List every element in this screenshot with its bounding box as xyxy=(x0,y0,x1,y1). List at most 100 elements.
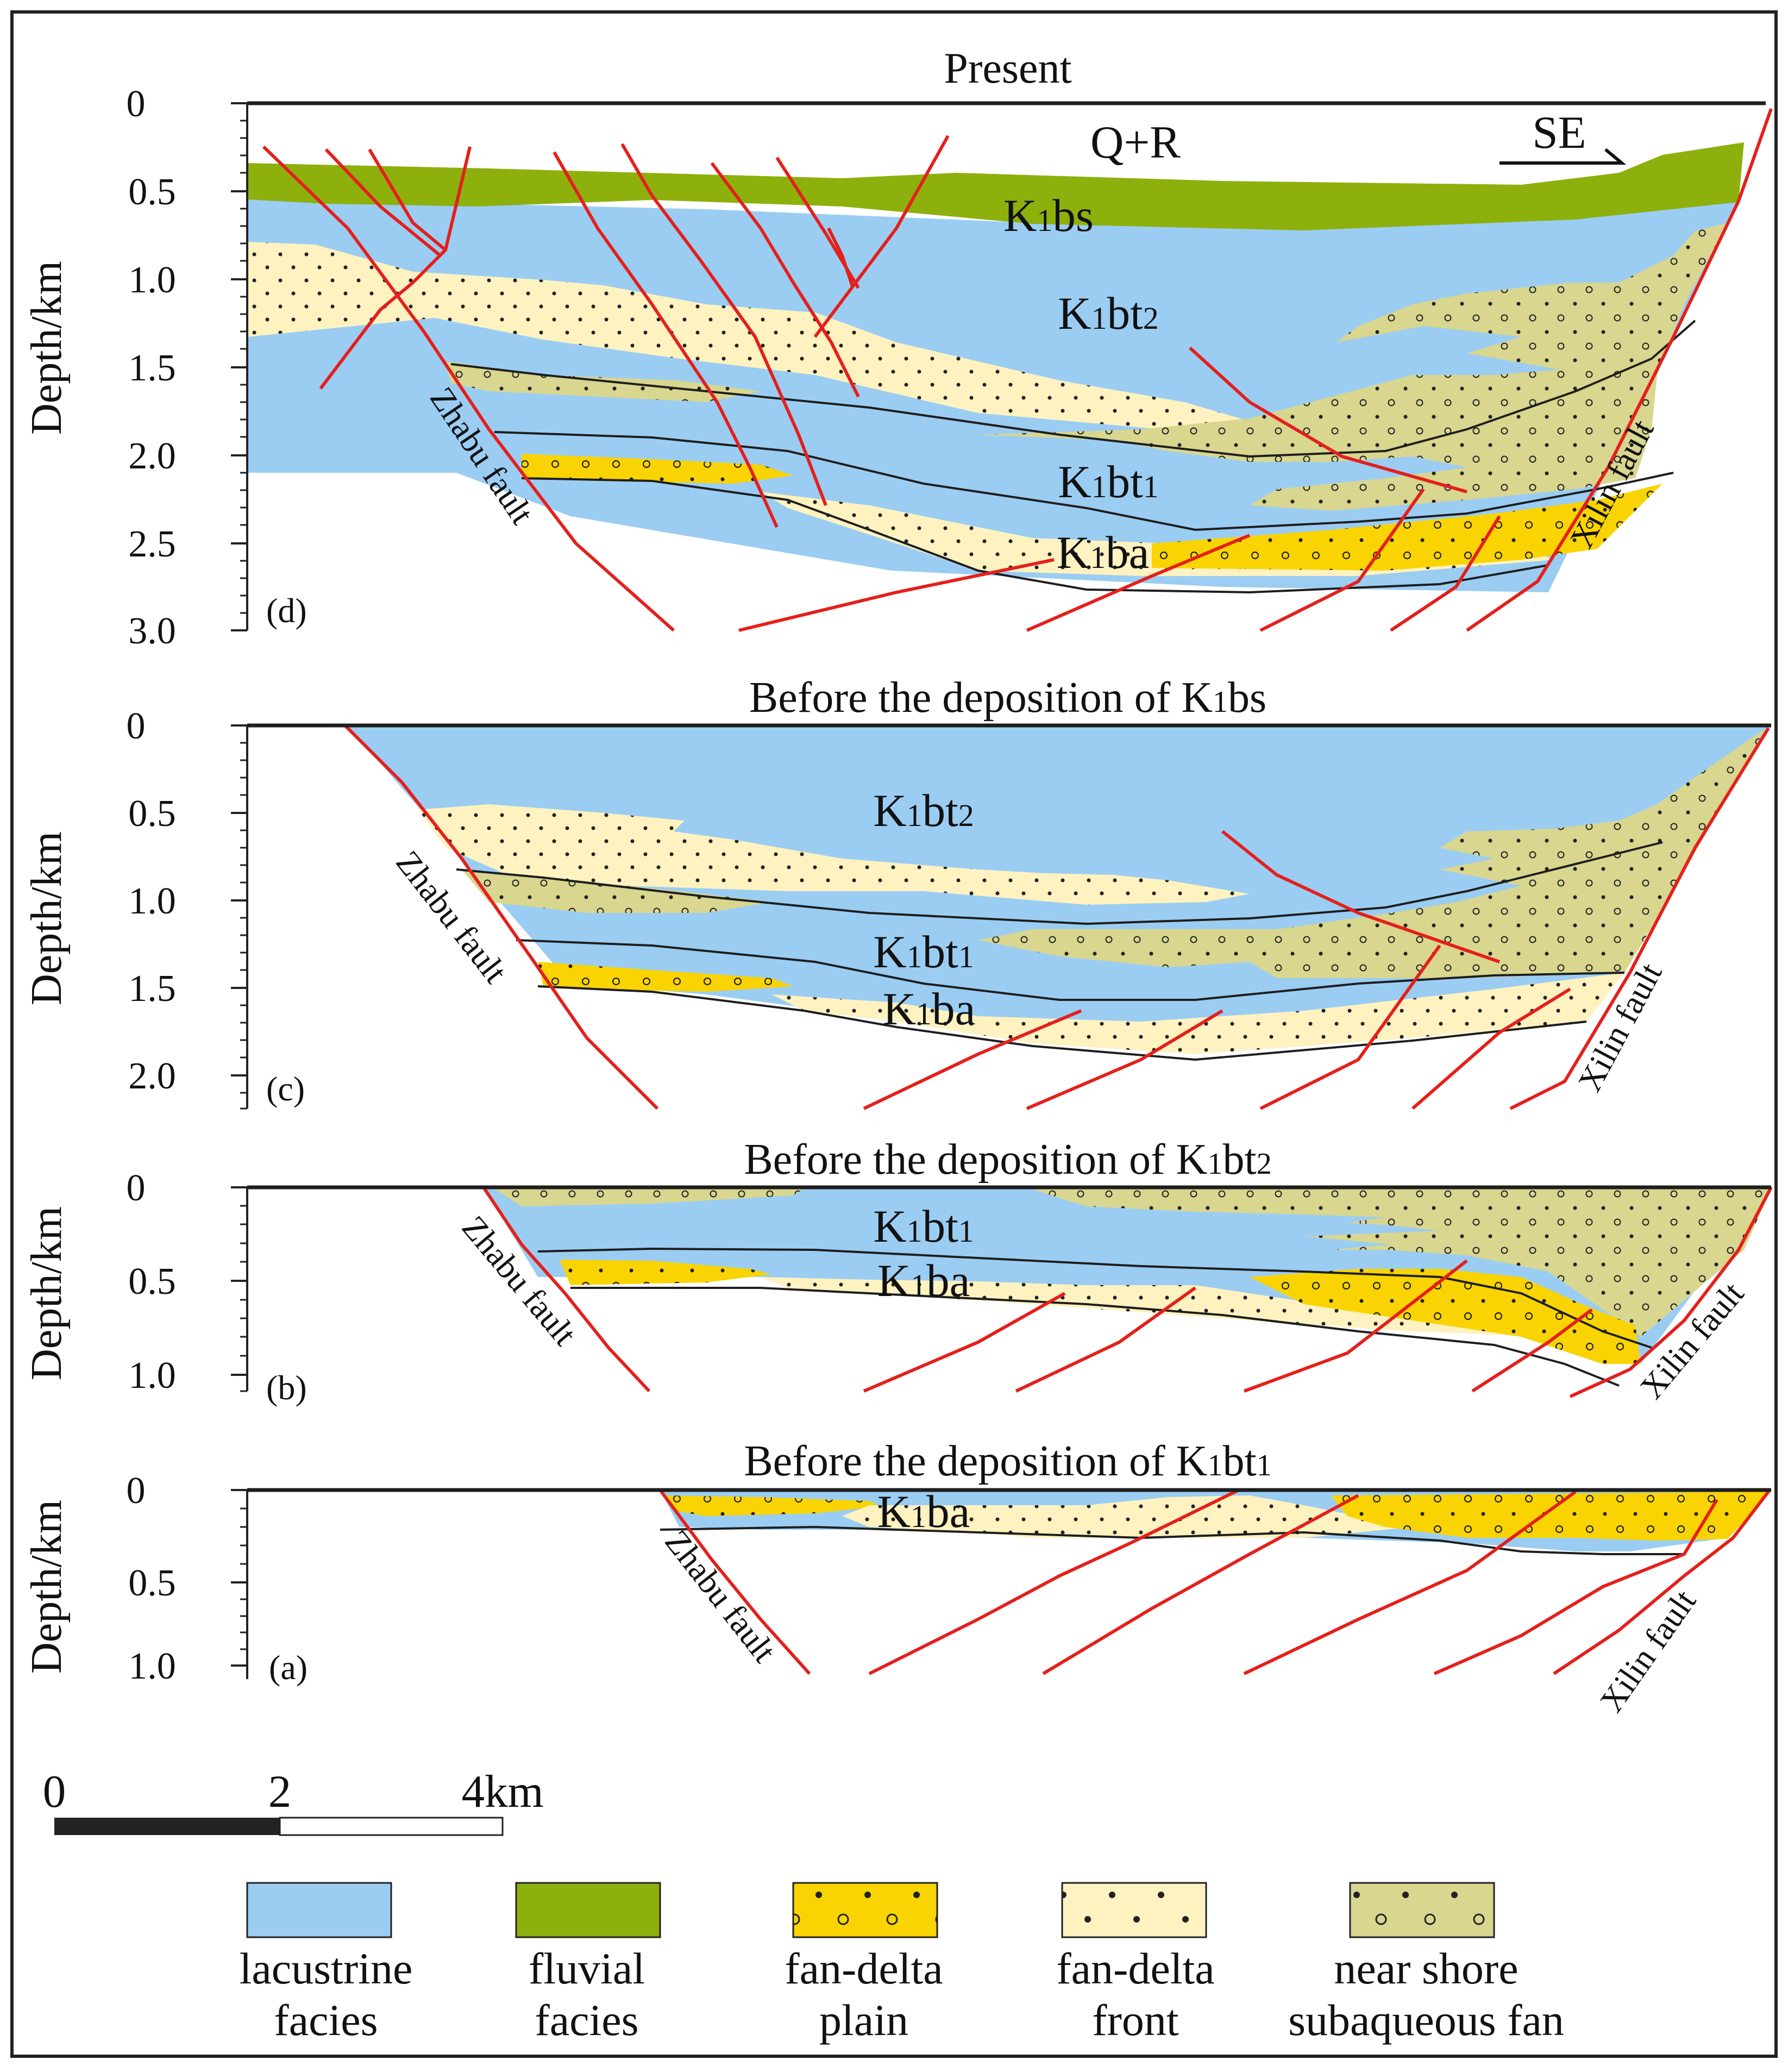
fault-line xyxy=(324,148,441,257)
k1ba-top-boundary xyxy=(516,939,1625,1001)
xilin-fault-line xyxy=(1553,1491,1770,1675)
depth-axis-label: Depth/km xyxy=(23,261,71,435)
fault-line xyxy=(710,162,860,398)
xilin-fault-line xyxy=(1509,727,1770,1110)
fault-line xyxy=(1390,515,1501,632)
legend-label: near shore xyxy=(1334,1944,1518,1993)
legend-label: lacustrine xyxy=(240,1944,413,1993)
fault-line xyxy=(368,148,447,252)
panel-b-faults xyxy=(482,1186,1773,1398)
near-shore-right-fan xyxy=(1032,1189,1771,1337)
panel-a-faults xyxy=(658,1488,1770,1675)
fan-front-upper-wedge xyxy=(418,804,1250,905)
xilin-fault-line xyxy=(1569,1186,1773,1398)
panel-c-title: Before the deposition of K1bs xyxy=(749,674,1266,722)
legend-label: facies xyxy=(274,1995,378,2045)
tick-label: 1.0 xyxy=(128,259,176,301)
panel-label: (b) xyxy=(266,1368,307,1407)
legend-label: fan-delta xyxy=(785,1944,943,1993)
tick-label: 0.5 xyxy=(128,1562,176,1604)
unit-label-k1ba: K1ba xyxy=(877,1255,970,1306)
fan-plain-left-lobe xyxy=(538,962,793,992)
fault-line xyxy=(1042,1494,1359,1675)
unit-label-k1bt1: K1bt1 xyxy=(873,1201,974,1252)
fault-line xyxy=(1259,944,1441,1110)
panel-b-title: Before the deposition of K1bt2 xyxy=(744,1136,1271,1184)
depth-axis xyxy=(231,1186,248,1392)
direction-arrow-icon xyxy=(1500,148,1627,165)
depth-axis xyxy=(231,102,248,631)
legend-swatch-near-shore-fan xyxy=(1349,1882,1495,1938)
fault-line xyxy=(1433,1499,1718,1675)
unit-label-k1bt2: K1bt2 xyxy=(1058,288,1159,339)
unit-label-k1bt2: K1bt2 xyxy=(873,785,974,836)
unit-label-k1ba: K1ba xyxy=(1057,527,1150,578)
fan-front-lobe xyxy=(842,1495,1413,1538)
tick-label: 0 xyxy=(127,1470,146,1512)
fault-line xyxy=(1471,1308,1593,1393)
near-shore-left-lobe xyxy=(462,869,771,913)
tick-label: 0.5 xyxy=(128,1261,176,1303)
legend-swatch-fan-delta-front xyxy=(1061,1882,1207,1938)
panel-d-title: Present xyxy=(944,45,1072,92)
xilin-fault-line xyxy=(1466,108,1773,632)
scale-bar-white-segment xyxy=(279,1817,504,1836)
fault-line xyxy=(553,151,779,528)
near-shore-right-fan xyxy=(978,728,1766,978)
legend-swatch-fluvial xyxy=(515,1882,661,1938)
fan-plain-right-wedge xyxy=(1331,1492,1771,1541)
k1ba-base-boundary xyxy=(521,477,1549,594)
direction-label: SE xyxy=(1532,107,1586,158)
legend-label: fluvial xyxy=(529,1944,645,1993)
legend-label: fan-delta xyxy=(1056,1944,1214,1993)
scale-bar: 0 2 4km xyxy=(43,1766,544,1836)
tick-label: 0 xyxy=(127,1167,146,1209)
tick-label: 0.5 xyxy=(128,793,176,835)
tick-label: 3.0 xyxy=(128,610,176,652)
tick-label: 1.5 xyxy=(128,968,176,1010)
panel-b: Before the deposition of K1bt2 0 0.5 1.0 xyxy=(23,1136,1773,1407)
unit-label-k1bt1: K1bt1 xyxy=(1058,456,1159,508)
fault-line xyxy=(868,1488,1240,1675)
fault-line xyxy=(1015,1286,1196,1393)
unit-label-qr: Q+R xyxy=(1090,117,1181,168)
fault-line xyxy=(1188,346,1467,493)
fault-line xyxy=(319,146,472,390)
k1bt1-top-boundary xyxy=(456,841,1663,925)
tick-label: 1.5 xyxy=(128,347,176,389)
fault-line xyxy=(1026,1009,1224,1110)
zhabu-fault-line xyxy=(343,724,659,1110)
fault-line xyxy=(1259,488,1425,632)
fault-line xyxy=(1026,534,1251,632)
depth-axis xyxy=(231,1489,248,1679)
fault-label-zhabu: Zhabu fault xyxy=(657,1523,783,1669)
zhabu-fault-line xyxy=(658,1489,811,1675)
k1bt1-top-boundary xyxy=(450,320,1696,458)
zhabu-fault-line xyxy=(482,1186,651,1393)
tick-label: 0 xyxy=(127,83,146,125)
unit-label-k1ba: K1ba xyxy=(883,984,976,1035)
tick-label: 1.0 xyxy=(128,1645,176,1687)
unit-label-k1bs: K1bs xyxy=(1003,190,1094,241)
legend-swatch-lacustrine xyxy=(246,1882,392,1938)
tick-label: 2.0 xyxy=(128,435,176,477)
panel-a: Before the deposition of K1bt1 0 0.5 1.0 … xyxy=(23,1437,1771,1719)
fault-line xyxy=(1221,830,1500,963)
k1ba-base-boundary xyxy=(537,985,1587,1061)
fault-line xyxy=(1243,1259,1468,1393)
near-shore-right-fan xyxy=(978,223,1728,511)
fault-line xyxy=(1411,987,1571,1110)
depth-axis-label: Depth/km xyxy=(23,1206,71,1380)
near-shore-upper-left xyxy=(494,1189,804,1206)
panel-label: (c) xyxy=(266,1069,305,1108)
zhabu-fault-line xyxy=(262,145,675,632)
fault-label-xilin: Xilin fault xyxy=(1593,1583,1703,1719)
k1ba-top-boundary xyxy=(494,431,1674,531)
legend-label: front xyxy=(1092,1995,1179,2045)
scale-bar-black-segment xyxy=(54,1818,280,1835)
panel-label: (a) xyxy=(269,1648,308,1687)
fault-line xyxy=(863,1009,1082,1110)
tick-label: 0.5 xyxy=(128,171,176,213)
fan-plain-left-lobe xyxy=(522,454,793,484)
